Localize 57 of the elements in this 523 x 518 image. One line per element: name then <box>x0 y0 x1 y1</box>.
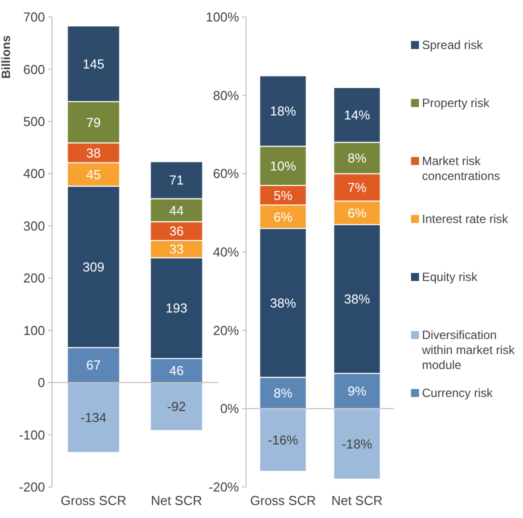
data-label: 36 <box>169 224 184 239</box>
y-tick-label: -200 <box>18 480 45 495</box>
data-label: 79 <box>86 114 101 130</box>
x-tick-label: Net SCR <box>331 493 383 508</box>
data-label: 38% <box>344 292 370 307</box>
data-label: 14% <box>344 107 370 122</box>
y-tick-label: 0% <box>220 401 240 416</box>
x-tick-label: Gross SCR <box>60 493 126 508</box>
y-tick-label: 20% <box>212 322 240 338</box>
data-label: 38% <box>270 295 296 310</box>
data-label: 67 <box>86 358 101 373</box>
data-label: 6% <box>274 209 293 224</box>
y-tick-label: 400 <box>23 166 45 182</box>
y-tick-label: -20% <box>208 480 240 495</box>
legend-label: Spread risk <box>422 38 484 52</box>
y-tick-label: 100% <box>206 10 240 25</box>
x-tick-label: Net SCR <box>150 493 202 508</box>
data-label: 38 <box>86 145 101 160</box>
data-label: -92 <box>167 399 186 414</box>
data-label: -16% <box>268 432 299 448</box>
y-tick-label: 500 <box>23 114 45 129</box>
legend-label: Interest rate risk <box>422 212 510 226</box>
legend-label: Property risk <box>422 96 490 110</box>
y-tick-label: 100 <box>23 322 45 338</box>
data-label: 9% <box>348 384 367 399</box>
y-axis-title: Billions <box>0 35 13 79</box>
data-label: 44 <box>169 202 184 218</box>
data-label: -134 <box>80 410 107 426</box>
y-tick-label: 80% <box>212 88 240 103</box>
y-tick-label: 200 <box>23 270 45 286</box>
data-label: 10% <box>270 158 296 174</box>
data-label: 45 <box>86 167 101 182</box>
data-label: 6% <box>348 205 367 220</box>
data-label: 71 <box>169 172 184 188</box>
data-label: 33 <box>169 242 184 257</box>
data-label: 8% <box>274 386 293 401</box>
legend-label: Market risk concentrations <box>422 154 500 184</box>
data-label: 7% <box>348 180 367 195</box>
legend-label: Diversification within market risk module <box>421 328 516 372</box>
y-tick-label: 40% <box>212 244 240 260</box>
x-tick-label: Gross SCR <box>250 493 316 508</box>
data-label: 193 <box>166 300 188 316</box>
data-label: 46 <box>169 363 184 378</box>
data-label: -18% <box>342 436 373 452</box>
y-tick-label: 600 <box>23 62 45 77</box>
data-label: 18% <box>270 104 296 119</box>
y-tick-label: -100 <box>18 427 45 442</box>
y-tick-label: 60% <box>212 166 240 182</box>
y-tick-label: 700 <box>23 10 45 25</box>
data-label: 145 <box>82 56 104 72</box>
y-tick-label: 300 <box>23 218 45 234</box>
legend-label: Currency risk <box>422 386 494 400</box>
data-label: 5% <box>274 188 293 203</box>
legend-label: Equity risk <box>422 270 478 284</box>
data-label: 309 <box>82 259 104 274</box>
y-tick-label: 0 <box>38 375 45 390</box>
data-label: 8% <box>348 150 367 166</box>
